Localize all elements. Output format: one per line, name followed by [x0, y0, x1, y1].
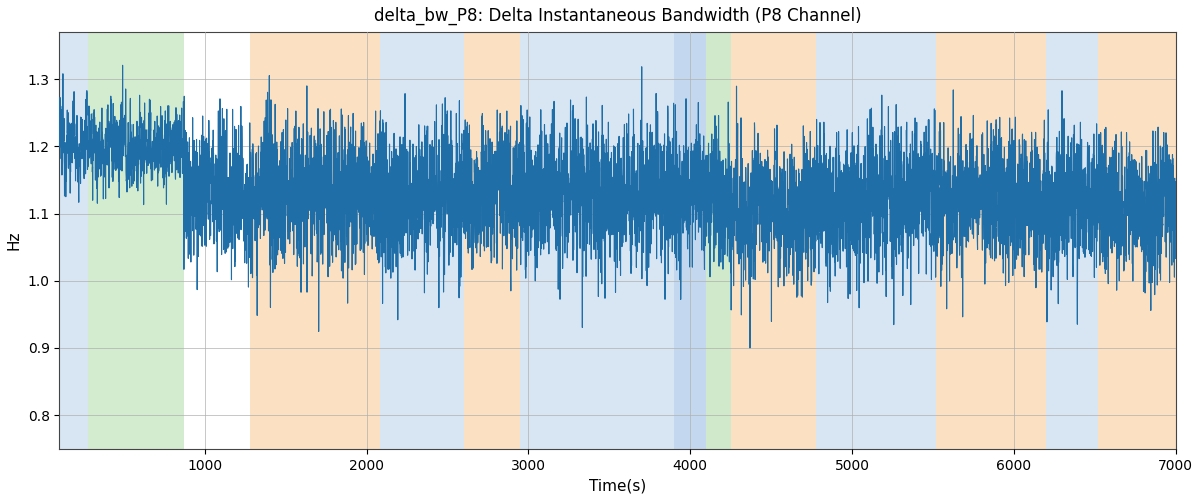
- X-axis label: Time(s): Time(s): [589, 478, 646, 493]
- Bar: [936, 32, 1046, 449]
- Bar: [59, 32, 89, 449]
- Bar: [89, 32, 184, 449]
- Bar: [707, 32, 731, 449]
- Bar: [463, 32, 521, 449]
- Bar: [674, 32, 707, 449]
- Title: delta_bw_P8: Delta Instantaneous Bandwidth (P8 Channel): delta_bw_P8: Delta Instantaneous Bandwid…: [373, 7, 862, 25]
- Bar: [379, 32, 463, 449]
- Bar: [251, 32, 379, 449]
- Bar: [521, 32, 674, 449]
- Bar: [816, 32, 936, 449]
- Bar: [731, 32, 816, 449]
- Y-axis label: Hz: Hz: [7, 230, 22, 250]
- Bar: [1098, 32, 1176, 449]
- Bar: [1046, 32, 1098, 449]
